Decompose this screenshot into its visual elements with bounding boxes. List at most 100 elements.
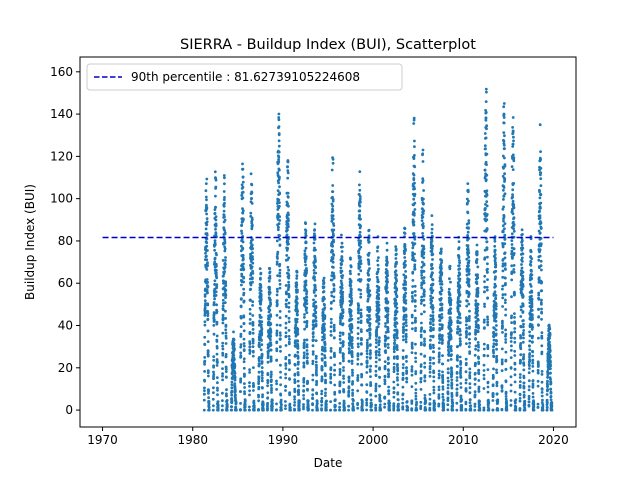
scatter-point (377, 322, 381, 326)
scatter-point (205, 233, 209, 237)
scatter-point (223, 247, 227, 251)
scatter-point (468, 332, 471, 335)
scatter-point (518, 373, 522, 376)
scatter-point (518, 399, 522, 403)
scatter-point (359, 278, 363, 281)
scatter-point (412, 116, 416, 120)
scatter-point (432, 379, 436, 383)
scatter-point (268, 285, 271, 289)
scatter-point (485, 193, 489, 197)
scatter-point (368, 370, 372, 373)
scatter-point (340, 305, 343, 309)
scatter-point (302, 351, 306, 355)
scatter-point (378, 384, 381, 388)
scatter-point (257, 378, 261, 381)
scatter-point (285, 298, 288, 302)
scatter-point (483, 280, 486, 283)
scatter-point (269, 303, 272, 306)
scatter-point (402, 273, 406, 277)
scatter-point (501, 325, 504, 329)
scatter-point (468, 350, 472, 354)
scatter-point (492, 355, 496, 358)
scatter-point (266, 360, 270, 364)
scatter-point (492, 367, 495, 371)
scatter-point (323, 349, 327, 353)
scatter-point (358, 265, 362, 269)
scatter-point (250, 243, 254, 247)
scatter-point (512, 229, 516, 233)
scatter-point (450, 382, 454, 386)
scatter-point (252, 404, 256, 407)
scatter-point (288, 378, 291, 381)
scatter-point (223, 240, 227, 244)
scatter-point (224, 365, 228, 369)
scatter-point (207, 408, 211, 412)
scatter-point (212, 355, 216, 358)
scatter-point (214, 290, 218, 294)
scatter-point (510, 278, 514, 282)
scatter-point (449, 307, 453, 311)
scatter-point (212, 364, 216, 368)
scatter-point (392, 367, 396, 371)
scatter-point (494, 307, 498, 311)
scatter-point (492, 375, 495, 379)
scatter-point (359, 308, 363, 312)
scatter-point (342, 381, 346, 384)
scatter-point (216, 408, 220, 412)
scatter-point (248, 342, 252, 346)
scatter-point (495, 368, 498, 372)
scatter-point (431, 244, 434, 248)
scatter-point (315, 383, 318, 387)
scatter-point (324, 391, 327, 395)
scatter-point (230, 380, 234, 384)
scatter-point (467, 248, 470, 252)
scatter-point (440, 334, 444, 337)
scatter-point (216, 404, 220, 408)
scatter-point (323, 361, 327, 364)
scatter-point (341, 340, 345, 344)
scatter-point (295, 270, 299, 274)
scatter-point (505, 401, 509, 405)
scatter-point (260, 366, 264, 369)
scatter-point (368, 289, 372, 293)
scatter-point (278, 191, 281, 195)
scatter-point (205, 268, 209, 271)
scatter-point (250, 221, 254, 225)
scatter-point (338, 408, 341, 412)
scatter-point (441, 392, 445, 396)
scatter-point (422, 251, 426, 255)
scatter-point (385, 286, 389, 290)
scatter-point (386, 327, 390, 330)
scatter-point (243, 386, 247, 389)
scatter-point (519, 360, 522, 364)
scatter-point (275, 358, 279, 362)
scatter-point (486, 255, 489, 259)
scatter-point (349, 265, 353, 269)
scatter-point (494, 269, 498, 273)
scatter-point (241, 240, 245, 244)
scatter-point (277, 112, 281, 116)
scatter-point (286, 222, 290, 226)
scatter-point (467, 219, 471, 223)
scatter-point (467, 264, 470, 268)
scatter-point (269, 315, 273, 318)
scatter-point (359, 224, 362, 228)
scatter-point (360, 404, 364, 408)
scatter-point (394, 285, 397, 288)
scatter-point (302, 356, 306, 360)
scatter-point (369, 343, 372, 346)
scatter-point (392, 370, 396, 373)
scatter-point (259, 297, 263, 301)
scatter-point (357, 272, 361, 276)
scatter-point (392, 350, 396, 354)
scatter-point (251, 328, 255, 331)
scatter-point (360, 352, 363, 356)
scatter-point (306, 362, 309, 365)
scatter-point (350, 359, 354, 363)
scatter-point (279, 383, 282, 387)
scatter-point (456, 331, 460, 334)
scatter-point (285, 233, 289, 237)
scatter-point (221, 391, 224, 395)
scatter-point (203, 362, 207, 366)
